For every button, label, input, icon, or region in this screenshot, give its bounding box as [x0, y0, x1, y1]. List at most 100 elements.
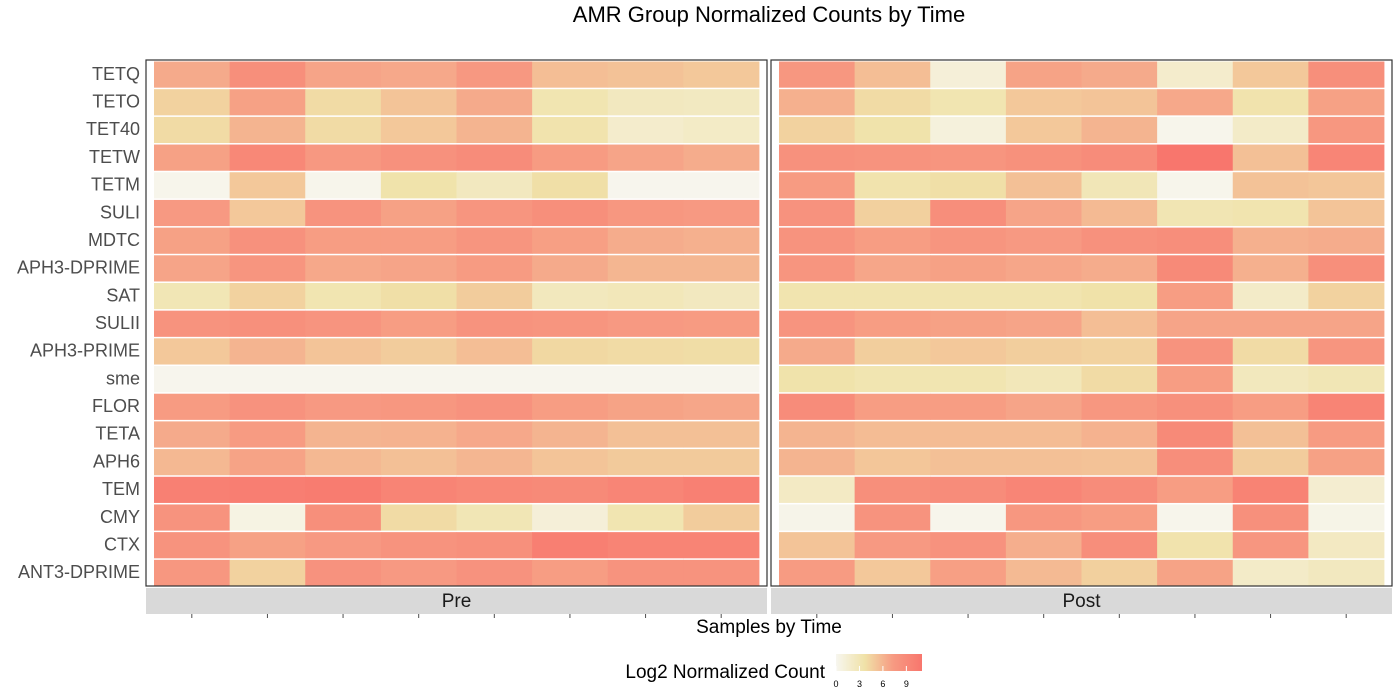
heatmap-cell — [930, 338, 1007, 365]
heatmap-cell — [1005, 421, 1082, 448]
heatmap-cell — [154, 89, 231, 116]
heatmap-cell — [854, 393, 931, 420]
heatmap-cell — [229, 449, 306, 476]
heatmap-cell — [1232, 116, 1309, 144]
heatmap-cell — [456, 310, 533, 337]
heatmap-cell — [930, 282, 1007, 310]
heatmap-cell — [683, 61, 760, 88]
heatmap-cell — [607, 449, 684, 476]
heatmap-cell — [1308, 393, 1385, 420]
x-axis-ticks — [191, 614, 1347, 618]
heatmap-cell — [305, 338, 382, 365]
heatmap-cell — [1157, 310, 1234, 337]
heatmap-cell — [1308, 61, 1385, 88]
heatmap-cell — [854, 116, 931, 144]
heatmap-cell — [380, 393, 457, 420]
legend-tick-label: 0 — [833, 679, 838, 689]
heatmap-cell — [1005, 393, 1082, 420]
heatmap-cell — [154, 421, 231, 448]
heatmap-cell — [683, 421, 760, 448]
heatmap-cell — [607, 61, 684, 88]
y-tick-label: SULI — [100, 202, 140, 222]
heatmap-cell — [1308, 421, 1385, 448]
heatmap-cell — [380, 421, 457, 448]
heatmap-cell — [154, 255, 231, 282]
heatmap-cell — [1308, 504, 1385, 531]
heatmap-cell — [380, 449, 457, 476]
y-tick-label: TEM — [102, 479, 140, 499]
heatmap-cell — [683, 255, 760, 282]
heatmap-cell — [1308, 366, 1385, 393]
heatmap-cell — [930, 393, 1007, 420]
heatmap-cell — [305, 393, 382, 420]
heatmap-cell — [229, 421, 306, 448]
heatmap-cell — [532, 310, 609, 337]
heatmap-cell — [854, 227, 931, 254]
heatmap-cell — [779, 310, 856, 337]
heatmap-cell — [683, 449, 760, 476]
heatmap-cell — [380, 532, 457, 559]
heatmap-cell — [229, 89, 306, 116]
heatmap-cell — [456, 199, 533, 227]
heatmap-cell — [1308, 559, 1385, 586]
heatmap-cell — [1232, 172, 1309, 199]
heatmap-cell — [930, 366, 1007, 393]
facet-strips: Pre Post — [146, 588, 1392, 614]
heatmap-cell — [154, 116, 231, 144]
heatmap-cell — [1081, 366, 1158, 393]
heatmap-cell — [1157, 476, 1234, 503]
heatmap-cell — [1157, 338, 1234, 365]
chart-title: AMR Group Normalized Counts by Time — [573, 2, 965, 27]
heatmap-cell — [779, 449, 856, 476]
heatmap-cell — [1308, 449, 1385, 476]
heatmap-cell — [683, 393, 760, 420]
heatmap-cell — [779, 89, 856, 116]
heatmap-cell — [229, 61, 306, 88]
heatmap-cell — [1157, 504, 1234, 531]
heatmap-cell — [607, 393, 684, 420]
heatmap-cell — [229, 338, 306, 365]
heatmap-cell — [1308, 532, 1385, 559]
heatmap-cell — [930, 504, 1007, 531]
heatmap-cell — [305, 116, 382, 144]
heatmap-cell — [779, 116, 856, 144]
facet-strip-bg — [146, 588, 767, 614]
heatmap-cell — [1005, 559, 1082, 586]
heatmap-cell — [1005, 338, 1082, 365]
heatmap-cell — [1081, 89, 1158, 116]
heatmap-cell — [229, 255, 306, 282]
legend-title: Log2 Normalized Count — [625, 662, 825, 683]
heatmap-cell — [1005, 282, 1082, 310]
heatmap-cell — [854, 199, 931, 227]
heatmap-cell — [683, 504, 760, 531]
heatmap-cell — [607, 255, 684, 282]
heatmap-cell — [305, 199, 382, 227]
heatmap-cell — [1157, 61, 1234, 88]
y-tick-label: TETA — [95, 424, 140, 444]
heatmap-cell — [532, 366, 609, 393]
heatmap-cell — [305, 366, 382, 393]
heatmap-cell — [930, 172, 1007, 199]
heatmap-cell — [305, 144, 382, 171]
heatmap-cell — [532, 227, 609, 254]
heatmap-cell — [456, 227, 533, 254]
heatmap-cell — [154, 504, 231, 531]
heatmap-cell — [854, 504, 931, 531]
heatmap-cell — [607, 504, 684, 531]
heatmap-cell — [930, 227, 1007, 254]
heatmap-cell — [683, 532, 760, 559]
heatmap-cell — [1157, 366, 1234, 393]
heatmap-cell — [456, 366, 533, 393]
heatmap-cell — [1232, 559, 1309, 586]
heatmap-cell — [456, 504, 533, 531]
y-axis-labels: TETQ TETO TET40 TETW TETM SULI MDTC APH3-DPRIME… — [17, 64, 140, 582]
heatmap-cell — [1232, 227, 1309, 254]
heatmap-cell — [1081, 421, 1158, 448]
heatmap-panels — [145, 59, 1393, 587]
y-tick-label: TETM — [91, 175, 140, 195]
heatmap-cell — [305, 282, 382, 310]
y-tick-label: SULII — [95, 313, 140, 333]
heatmap-cell — [154, 476, 231, 503]
heatmap-cell — [532, 116, 609, 144]
